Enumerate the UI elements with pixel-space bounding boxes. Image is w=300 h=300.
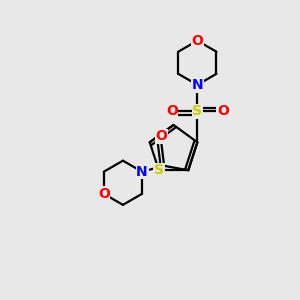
- Text: O: O: [191, 34, 203, 48]
- Text: O: O: [166, 104, 178, 118]
- Text: S: S: [154, 163, 164, 177]
- Text: O: O: [155, 129, 167, 143]
- Text: S: S: [192, 104, 203, 118]
- Text: N: N: [191, 78, 203, 92]
- Text: N: N: [136, 165, 148, 179]
- Text: N: N: [136, 165, 148, 179]
- Text: O: O: [98, 187, 110, 201]
- Text: N: N: [191, 78, 203, 92]
- Text: O: O: [217, 104, 229, 118]
